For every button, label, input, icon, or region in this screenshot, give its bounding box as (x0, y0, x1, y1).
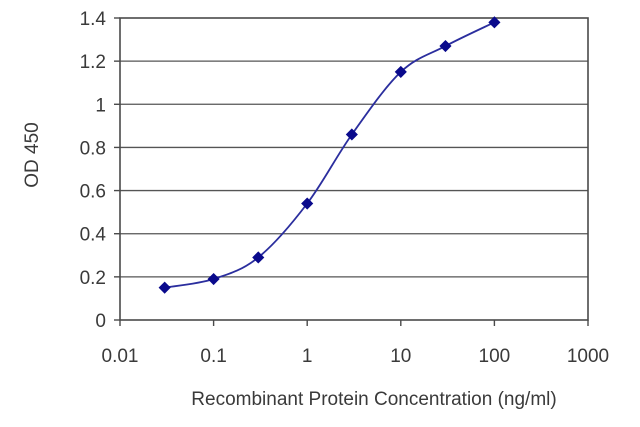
x-tick-label: 100 (479, 346, 511, 367)
data-point (207, 272, 220, 286)
y-tick-label: 1.4 (80, 9, 107, 30)
data-points (158, 16, 501, 294)
data-point (394, 65, 407, 78)
data-point (345, 128, 358, 141)
series-line (164, 21, 495, 289)
y-tick-label: 0.6 (80, 182, 106, 203)
data-point (252, 251, 265, 264)
y-tick-label: 0.2 (80, 268, 106, 289)
x-tick-label: 1000 (567, 346, 609, 367)
y-tick-label: 0.4 (80, 225, 107, 246)
x-tick-label: 10 (390, 346, 411, 367)
plot-frame (119, 17, 589, 321)
x-tick-label: 0.01 (102, 346, 139, 367)
x-tick-label: 0.1 (200, 346, 226, 367)
y-tick-label: 0 (95, 311, 106, 332)
x-axis-ticks: 0.01 0.1 1 10 100 1000 (102, 320, 609, 367)
x-axis-title: Recombinant Protein Concentration (ng/ml… (191, 389, 556, 410)
y-axis-ticks: 0 0.2 0.4 0.6 0.8 1 1.2 1.4 (80, 9, 120, 332)
y-tick-label: 1 (95, 95, 106, 116)
y-tick-label: 1.2 (80, 52, 106, 73)
data-point (439, 39, 452, 53)
data-point (301, 197, 314, 210)
data-point (158, 281, 171, 294)
y-axis-title: OD 450 (22, 122, 43, 187)
grid-lines (120, 60, 588, 278)
y-tick-label: 0.8 (80, 138, 106, 159)
x-tick-label: 1 (302, 346, 313, 367)
data-point (488, 16, 501, 29)
